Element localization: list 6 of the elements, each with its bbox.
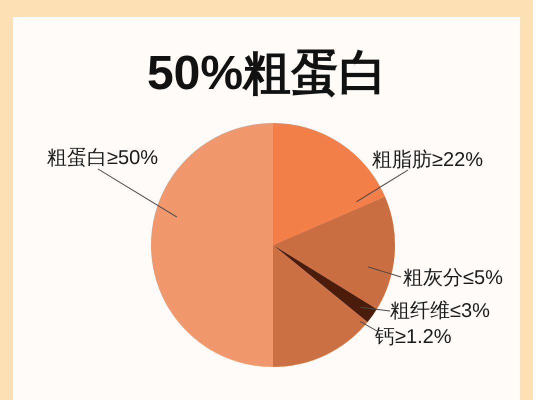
- slice-label: 粗脂肪≥22%: [372, 149, 484, 171]
- slice-label: 粗纤维≤3%: [390, 300, 490, 322]
- slice-label: 粗灰分≤5%: [403, 267, 504, 289]
- chart-title: 50%粗蛋白: [146, 47, 388, 100]
- slice-label: 钙≥1.2%: [374, 326, 452, 348]
- slice-label: 粗蛋白≥50%: [47, 147, 158, 169]
